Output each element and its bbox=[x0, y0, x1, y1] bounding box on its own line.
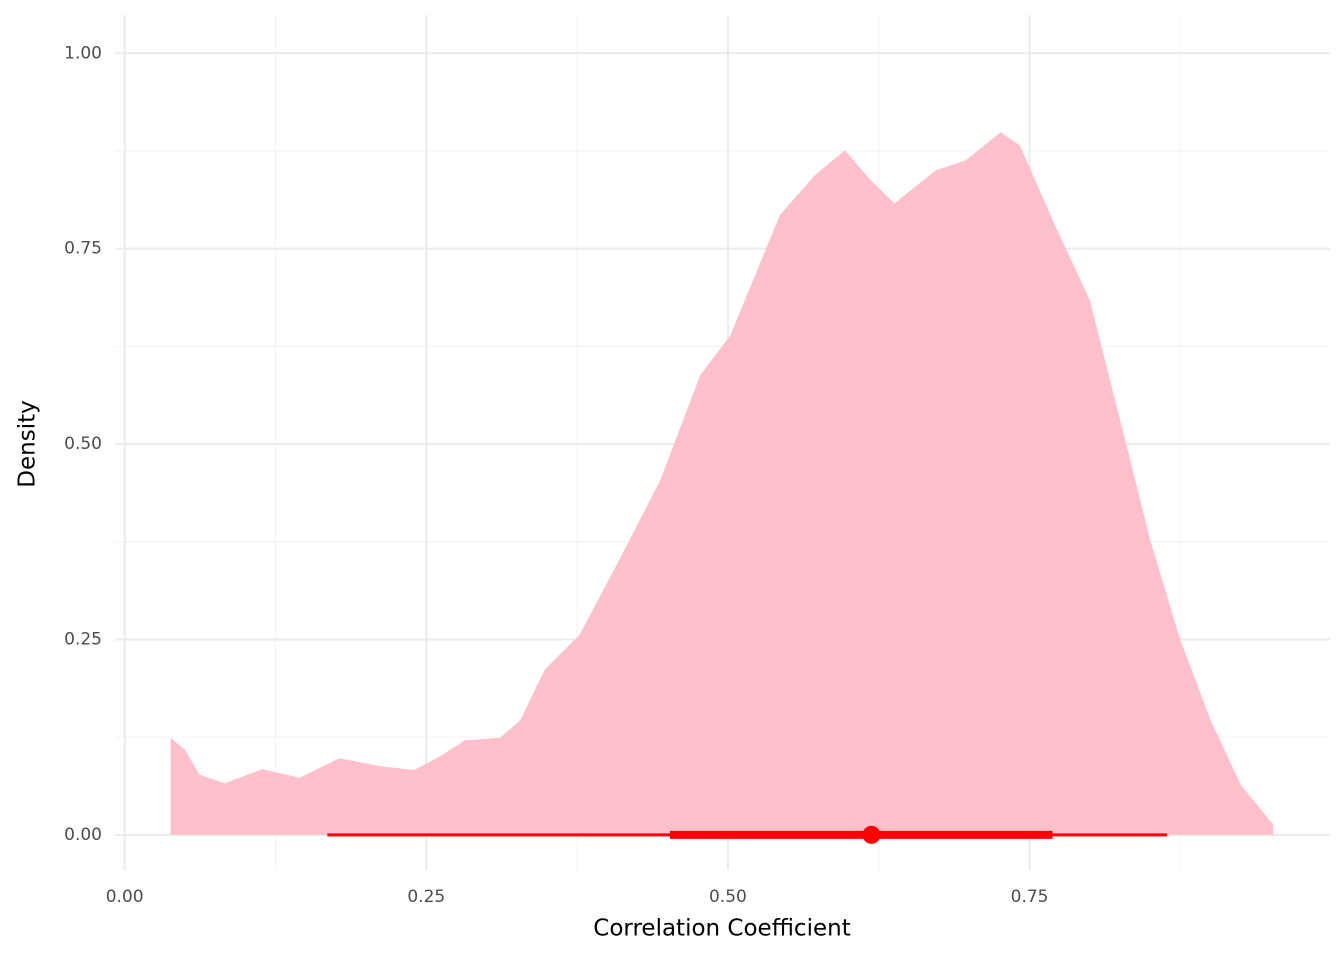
y-tick-label: 0.00 bbox=[64, 825, 102, 845]
y-tick-label: 1.00 bbox=[64, 43, 102, 63]
density-area bbox=[170, 132, 1274, 835]
y-axis-title: Density bbox=[15, 400, 41, 487]
x-axis-title: Correlation Coefficient bbox=[593, 916, 850, 942]
x-tick-label: 0.50 bbox=[709, 887, 747, 907]
y-tick-label: 0.75 bbox=[64, 239, 102, 259]
x-tick-label: 0.00 bbox=[106, 887, 144, 907]
y-tick-label: 0.50 bbox=[64, 434, 102, 454]
x-tick-label: 0.75 bbox=[1011, 887, 1049, 907]
y-tick-label: 0.25 bbox=[64, 629, 102, 649]
point-estimate bbox=[862, 825, 881, 844]
x-tick-label: 0.25 bbox=[407, 887, 445, 907]
